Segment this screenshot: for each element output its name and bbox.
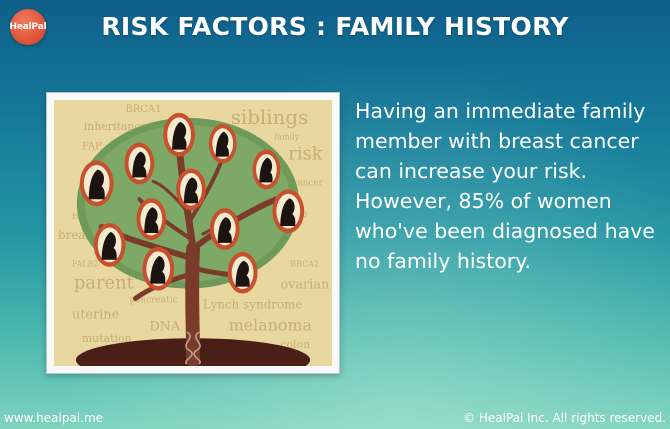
portrait-9 — [209, 208, 240, 250]
portrait-7 — [136, 198, 167, 240]
portrait-5 — [79, 160, 114, 207]
word-ovarian: ovarian — [280, 278, 329, 293]
word-lynch-syndrome: Lynch syndrome — [203, 297, 303, 311]
word-palb2: PALB2 — [72, 260, 99, 269]
word-family: family — [274, 133, 299, 142]
page-title: RISK FACTORS : FAMILY HISTORY — [101, 12, 569, 41]
portrait-6 — [176, 168, 206, 211]
word-pancreatic: pancreatic — [129, 295, 177, 305]
portrait-3 — [124, 142, 155, 185]
word-risk: risk — [288, 144, 322, 165]
copyright-notice: © HealPal Inc. All rights reserved. — [463, 411, 666, 425]
word-brca1: BRCA1 — [126, 104, 162, 115]
portrait-11 — [142, 246, 175, 291]
family-portraits — [79, 112, 305, 294]
website-link[interactable]: www.healpal.me — [4, 411, 104, 425]
word-fap: FAP — [82, 142, 102, 153]
dna-roots — [185, 331, 201, 365]
healpal-logo[interactable]: HealPal — [9, 9, 47, 45]
word-uterine: uterine — [72, 307, 119, 322]
body-text: Having an immediate family member with b… — [355, 99, 655, 273]
word-mutation: mutation — [82, 332, 132, 345]
portrait-4 — [252, 149, 281, 190]
logo-text: HealPal — [9, 22, 47, 32]
portrait-8 — [272, 189, 305, 233]
word-cancer: cancer — [292, 178, 323, 188]
portrait-12 — [227, 251, 258, 294]
family-tree-illustration-frame: BRCA1 siblings inheritance family FAP ri… — [46, 92, 340, 374]
word-inheritance: inheritance — [84, 120, 147, 133]
family-tree-illustration: BRCA1 siblings inheritance family FAP ri… — [54, 100, 332, 366]
portrait-10 — [93, 223, 126, 267]
word-brca2: BRCA2 — [290, 260, 319, 269]
word-dna: DNA — [149, 319, 181, 334]
word-siblings: siblings — [231, 106, 309, 129]
portrait-2 — [208, 123, 237, 164]
word-parent: parent — [74, 273, 135, 294]
portrait-1 — [163, 112, 195, 157]
word-melanoma: melanoma — [229, 315, 313, 334]
